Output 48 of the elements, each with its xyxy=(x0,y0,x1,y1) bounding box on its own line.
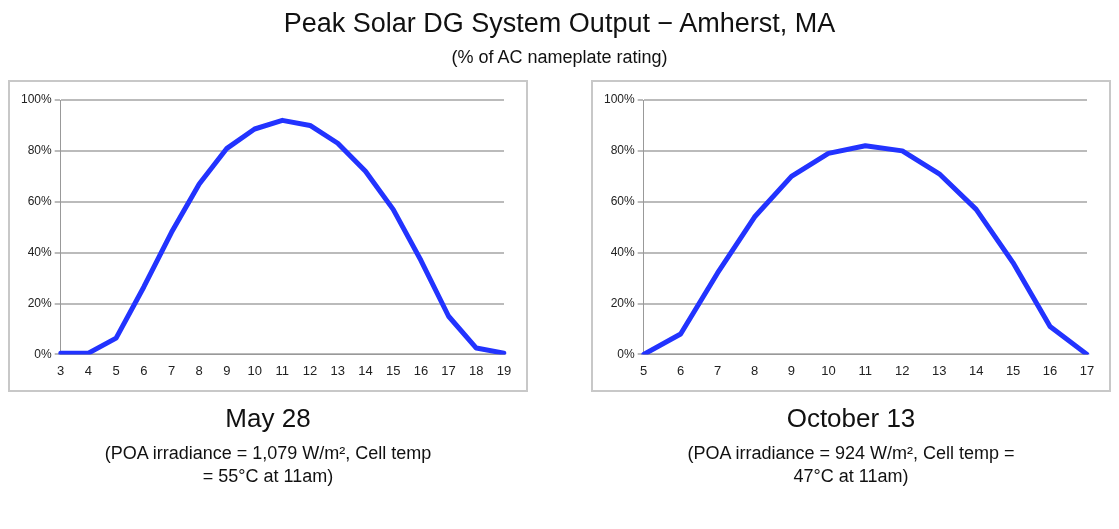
x-tick-label: 9 xyxy=(223,362,231,378)
x-tick-label: 6 xyxy=(140,362,148,378)
x-tick-label: 11 xyxy=(275,362,290,378)
x-tick-label: 10 xyxy=(821,362,836,378)
x-tick-label: 13 xyxy=(330,362,345,378)
x-tick-label: 15 xyxy=(385,362,401,378)
text: Peak Solar DG System Output − Amherst, MA xyxy=(282,8,837,39)
x-tick-label: 11 xyxy=(858,362,873,378)
y-tick-label: 40% xyxy=(610,244,636,259)
x-tick-label: 16 xyxy=(1042,362,1058,378)
y-tick-label: 100% xyxy=(20,92,53,107)
x-tick-label: 14 xyxy=(968,362,984,378)
y-tick-label: 80% xyxy=(27,143,53,158)
x-tick-label: 13 xyxy=(932,362,947,378)
y-tick-label: 60% xyxy=(610,194,636,209)
x-tick-label: 5 xyxy=(640,362,648,378)
y-tick-label: 100% xyxy=(603,92,636,107)
x-tick-label: 5 xyxy=(112,362,120,378)
text: October 13 xyxy=(785,402,917,435)
x-tick-label: 9 xyxy=(787,362,796,378)
x-tick-label: 17 xyxy=(1079,362,1095,378)
text: (POA irradiance = 1,079 W/m², Cell temp = 55°C at 11am) xyxy=(103,441,433,489)
text: (% of AC nameplate rating) xyxy=(450,47,669,68)
y-tick-label: 40% xyxy=(27,244,53,259)
x-tick-label: 7 xyxy=(713,362,722,378)
text: (POA irradiance = 924 W/m², Cell temp = 47°C at 11am) xyxy=(686,441,1016,489)
x-tick-label: 16 xyxy=(413,362,429,378)
y-tick-label: 0% xyxy=(34,346,53,361)
x-tick-label: 12 xyxy=(895,362,910,378)
y-tick-label: 60% xyxy=(27,194,53,209)
x-tick-label: 12 xyxy=(302,362,318,378)
y-tick-label: 20% xyxy=(610,295,636,310)
x-tick-label: 15 xyxy=(1005,362,1021,378)
x-tick-label: 8 xyxy=(195,362,203,378)
x-tick-label: 6 xyxy=(677,362,685,378)
x-tick-label: 8 xyxy=(750,362,759,378)
x-tick-label: 19 xyxy=(496,362,512,378)
x-tick-label: 17 xyxy=(441,362,456,378)
y-tick-label: 0% xyxy=(617,346,636,361)
x-tick-label: 3 xyxy=(57,362,65,378)
x-tick-label: 4 xyxy=(84,362,93,378)
x-tick-label: 7 xyxy=(167,362,176,378)
text: May 28 xyxy=(224,402,312,435)
y-tick-label: 80% xyxy=(610,143,636,158)
x-tick-label: 14 xyxy=(358,362,373,378)
x-tick-label: 18 xyxy=(469,362,484,378)
y-tick-label: 20% xyxy=(27,295,53,310)
x-tick-label: 10 xyxy=(247,362,262,378)
